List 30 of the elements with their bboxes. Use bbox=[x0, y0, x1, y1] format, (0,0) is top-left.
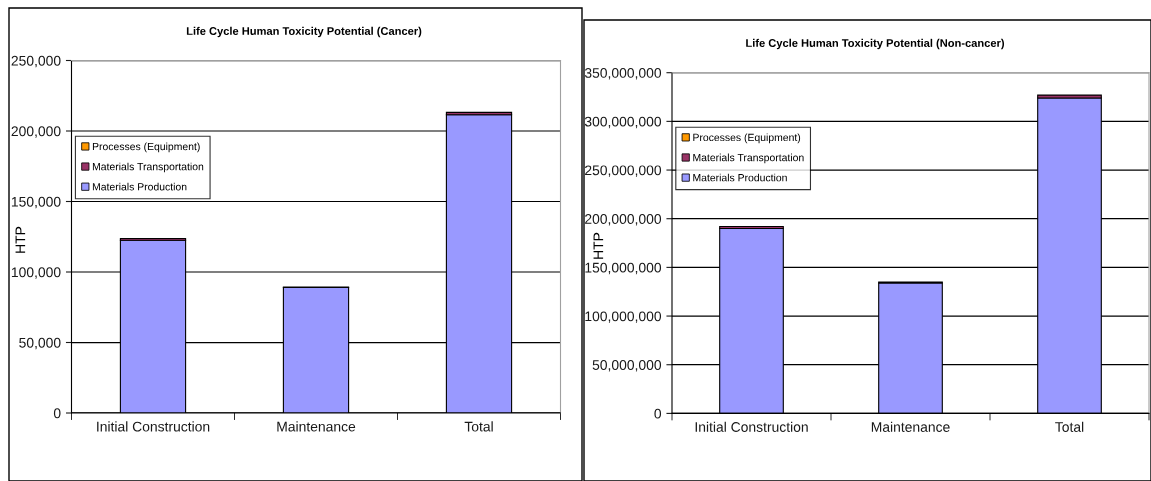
chart-title: Life Cycle Human Toxicity Potential (Non-cancer) bbox=[746, 38, 1005, 50]
y-tick-label: 150,000 bbox=[11, 196, 61, 209]
y-axis-title: HTP bbox=[593, 232, 604, 259]
legend-label: Materials Transportation bbox=[92, 162, 204, 173]
x-tick-label: Initial Construction bbox=[97, 421, 210, 432]
y-tick-label: 200,000,000 bbox=[585, 214, 662, 226]
legend-label: Materials Production bbox=[92, 182, 187, 191]
x-tick-label: Maintenance bbox=[871, 421, 950, 432]
legend-label: Processes (Equipment) bbox=[693, 133, 801, 144]
y-tick-label: 200,000 bbox=[11, 126, 61, 138]
x-tick-label: Total bbox=[464, 421, 493, 432]
legend-label: Materials Transportation bbox=[693, 153, 804, 164]
y-tick-label: 100,000,000 bbox=[585, 311, 662, 323]
chart-title: Life Cycle Human Toxicity Potential (Cancer) bbox=[186, 26, 422, 38]
x-tick-label: Maintenance bbox=[277, 421, 356, 432]
y-tick-label: 50,000 bbox=[19, 337, 61, 350]
x-tick-label: Initial Construction bbox=[695, 421, 808, 432]
y-tick-label: 150,000,000 bbox=[585, 262, 662, 275]
y-tick-label: 0 bbox=[53, 408, 61, 419]
y-tick-label: 250,000 bbox=[11, 55, 61, 68]
legend-label: Processes (Equipment) bbox=[92, 142, 200, 153]
y-tick-label: 350,000,000 bbox=[584, 68, 662, 80]
x-tick-label: Total bbox=[1055, 421, 1084, 432]
y-tick-label: 250,000,000 bbox=[585, 165, 662, 177]
legend-label: Materials Production bbox=[693, 173, 787, 182]
y-axis-title: HTP bbox=[15, 226, 26, 253]
y-tick-label: 100,000 bbox=[11, 267, 61, 279]
y-tick-label: 0 bbox=[654, 408, 662, 419]
y-tick-label: 50,000,000 bbox=[592, 360, 662, 372]
y-tick-label: 300,000,000 bbox=[584, 116, 662, 129]
